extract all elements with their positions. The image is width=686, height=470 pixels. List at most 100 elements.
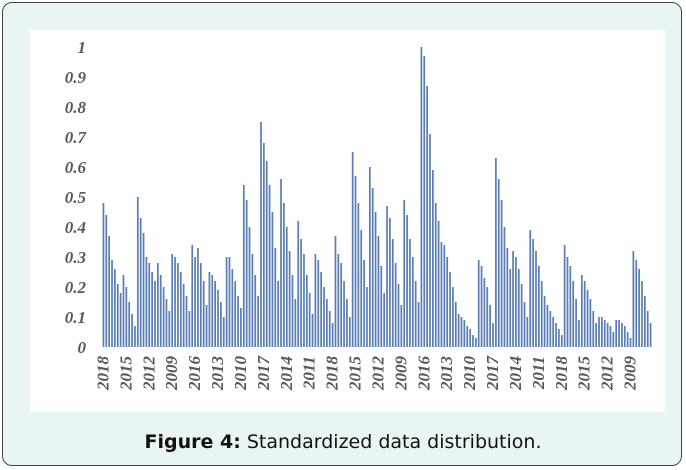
bar	[638, 269, 640, 347]
x-tick-label: 2013	[208, 356, 227, 392]
bar	[260, 122, 262, 347]
y-tick-label: 1	[78, 38, 87, 57]
bar	[102, 203, 105, 347]
bar	[486, 287, 489, 347]
x-tick-label: 2018	[323, 356, 342, 392]
bar	[463, 320, 466, 347]
bar	[483, 278, 486, 347]
bar	[297, 221, 300, 347]
bar	[558, 329, 560, 347]
x-tick-label: 2012	[598, 356, 617, 392]
y-tick-label: 0.4	[65, 218, 86, 237]
bar	[294, 299, 297, 347]
bar	[580, 275, 583, 347]
bar	[348, 317, 351, 347]
bar	[245, 200, 248, 347]
x-tick-label: 2011	[300, 356, 319, 390]
y-tick-label: 0.2	[65, 278, 87, 297]
bar	[454, 302, 457, 347]
bar	[386, 206, 388, 347]
bar	[268, 185, 271, 347]
bar	[423, 56, 426, 347]
x-tick-label: 2013	[437, 356, 456, 392]
bar	[589, 299, 592, 347]
bar	[108, 236, 111, 347]
bar	[432, 170, 434, 347]
bar	[537, 266, 540, 347]
bar	[609, 326, 612, 347]
x-tick-label: 2016	[185, 356, 204, 392]
caption: Figure 4: Standardized data distribution…	[145, 431, 542, 453]
bar	[457, 314, 460, 347]
bar	[517, 269, 520, 347]
bar	[191, 245, 194, 347]
bar	[351, 152, 354, 347]
x-tick-label: 2014	[506, 356, 525, 391]
bar	[237, 296, 239, 347]
bar	[368, 167, 371, 347]
bar	[406, 215, 408, 347]
bar	[474, 338, 477, 347]
bar	[586, 290, 589, 347]
bar	[265, 161, 268, 347]
x-tick-label: 2012	[139, 356, 158, 392]
bar	[182, 284, 185, 347]
bar	[168, 311, 171, 347]
bar	[220, 302, 222, 347]
x-tick-label: 2015	[346, 356, 365, 392]
bar	[566, 257, 569, 347]
y-tick-label: 0.7	[65, 128, 88, 147]
bar	[337, 254, 340, 347]
bar	[626, 332, 629, 347]
bar	[615, 320, 618, 347]
bar	[354, 176, 357, 347]
bar	[480, 266, 483, 347]
bar	[598, 317, 600, 347]
bar	[443, 245, 446, 347]
bar	[308, 293, 311, 347]
bar	[371, 188, 374, 347]
x-tick-label: 2011	[529, 356, 548, 390]
bar	[592, 311, 595, 347]
bar	[317, 260, 320, 347]
bar	[543, 296, 546, 347]
y-tick-label: 0.1	[65, 308, 86, 327]
bar	[145, 257, 148, 347]
bar	[131, 314, 133, 347]
x-tick-label: 2017	[254, 355, 273, 392]
bar	[231, 269, 234, 347]
bar	[136, 197, 139, 347]
bar	[440, 242, 443, 347]
bar	[311, 314, 314, 347]
bar	[583, 281, 586, 347]
bar	[334, 236, 337, 347]
bar	[452, 287, 454, 347]
bar	[142, 233, 145, 347]
bar	[560, 335, 563, 347]
y-tick-label: 0.3	[65, 248, 87, 267]
caption-label: Figure 4:	[145, 431, 241, 453]
x-tick-label: 2009	[391, 356, 410, 392]
bar	[323, 287, 325, 347]
bar	[472, 335, 474, 347]
bar	[291, 275, 294, 347]
bar	[492, 323, 494, 347]
bar	[240, 308, 242, 347]
bar	[254, 275, 257, 347]
bar	[340, 263, 343, 347]
bar	[380, 266, 383, 347]
bar	[251, 254, 254, 347]
bar	[512, 251, 514, 347]
bar	[649, 323, 652, 347]
bar	[280, 179, 282, 347]
bar	[179, 272, 182, 347]
y-tick-label: 0	[78, 338, 87, 357]
bar	[165, 299, 168, 347]
bar	[217, 290, 219, 347]
bar	[618, 320, 620, 347]
bar	[283, 203, 285, 347]
bar	[466, 326, 469, 347]
bar	[285, 227, 288, 347]
bar	[151, 272, 153, 347]
bar	[389, 218, 391, 347]
